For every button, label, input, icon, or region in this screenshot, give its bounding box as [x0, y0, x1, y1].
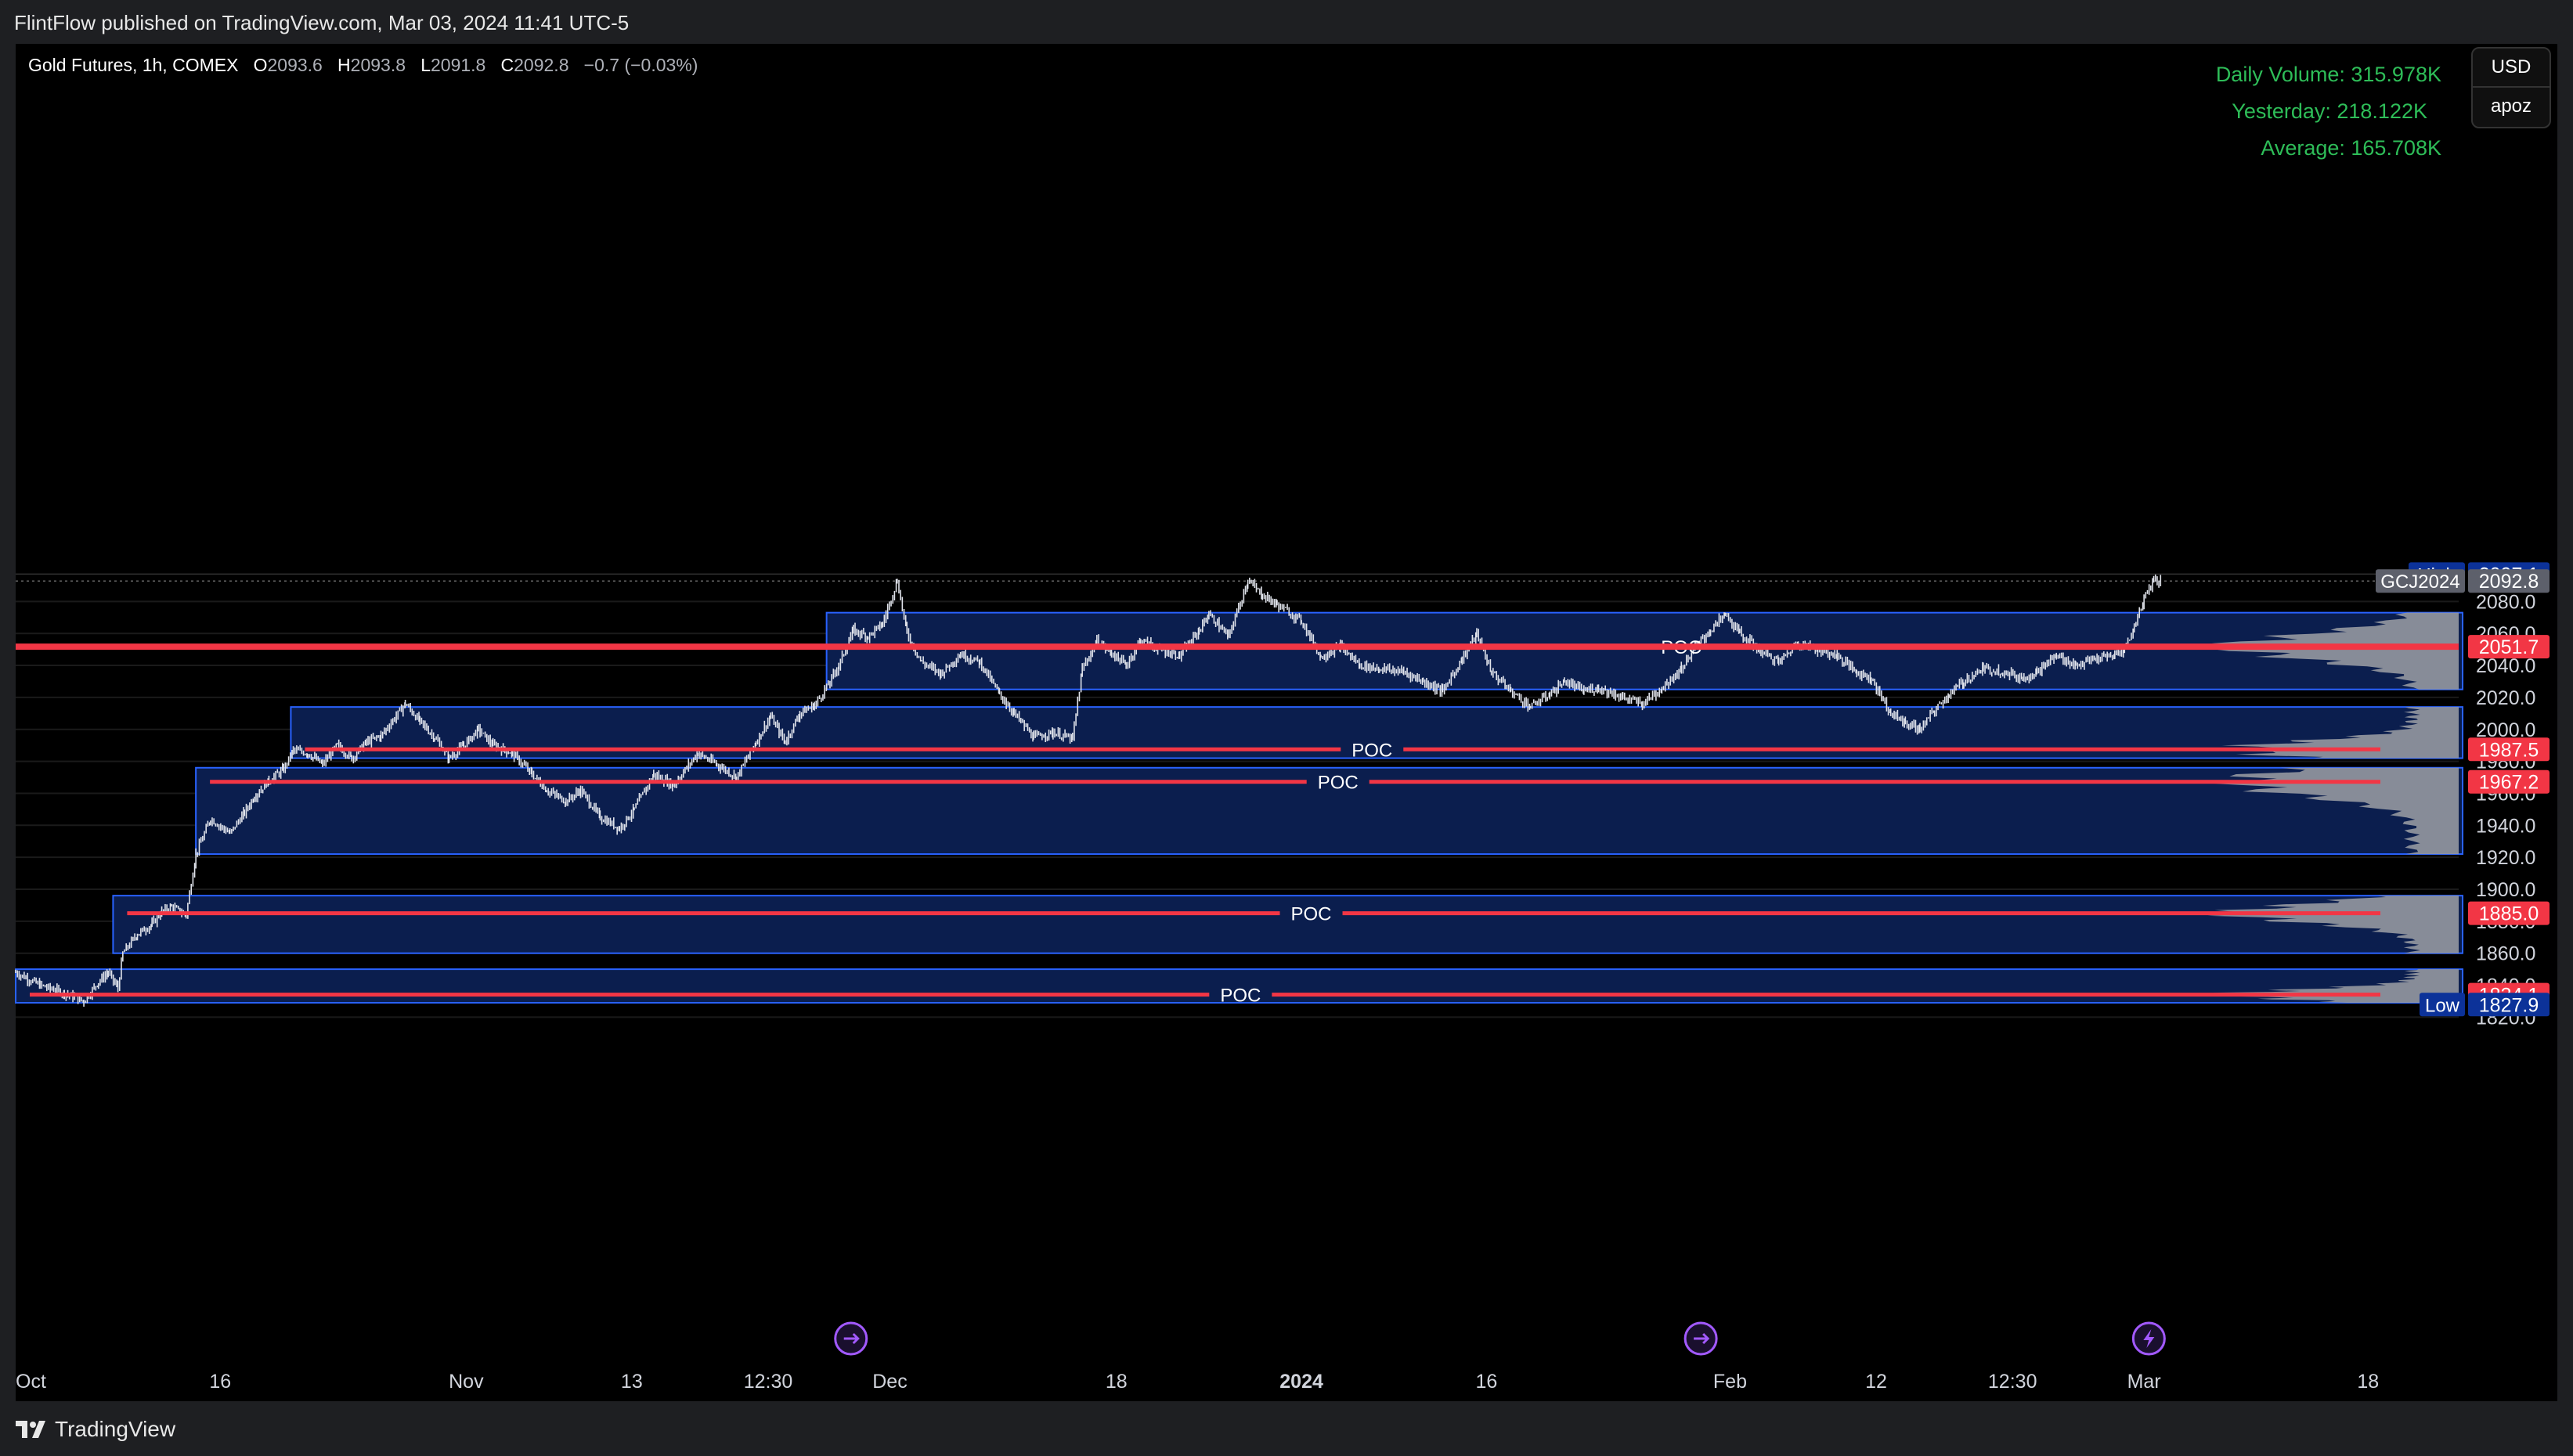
price-tag-value: 1967.2	[2479, 772, 2539, 794]
price-tag-value: 1987.5	[2479, 739, 2539, 761]
value-area-boxes	[16, 613, 2463, 1003]
price-chart[interactable]: POCPOCPOCPOCPOC 1820.01840.01860.01880.0…	[0, 0, 2573, 1401]
y-tick-label: 1860.0	[2476, 943, 2535, 965]
tradingview-logo-icon	[16, 1421, 45, 1438]
symbol-legend: Gold Futures, 1h, COMEX O2093.6 H2093.8 …	[28, 55, 698, 76]
price-tag-value: 2092.8	[2479, 571, 2539, 593]
x-tick-label: 16	[1476, 1371, 1498, 1393]
price-tag-label: Low	[2425, 995, 2460, 1016]
x-tick-label: 2024	[1279, 1371, 1323, 1393]
close-label: C	[501, 55, 514, 75]
low-label: L	[420, 55, 431, 75]
price-tag-value: 1827.9	[2479, 994, 2539, 1016]
high-label: H	[337, 55, 351, 75]
tradingview-logo[interactable]: TradingView	[16, 1414, 175, 1445]
time-axis[interactable]: Oct 16 Nov 13 12:30 Dec 18 2024 16 Feb 12 12:30 Mar 1…	[16, 1371, 2379, 1393]
poc-label: POC	[1318, 773, 1359, 794]
open-value: 2093.6	[268, 55, 323, 75]
average-volume: Average: 165.708K	[2261, 136, 2441, 160]
event-markers[interactable]	[835, 1323, 2165, 1354]
value-area-box	[827, 613, 2463, 690]
y-tick-label: 2080.0	[2476, 591, 2535, 613]
close-value: 2092.8	[514, 55, 568, 75]
price-tag-label: GCJ2024	[2380, 571, 2459, 593]
y-tick-label: 2040.0	[2476, 655, 2535, 677]
x-tick-label: 18	[1106, 1371, 1128, 1393]
user-button[interactable]: apoz	[2473, 88, 2550, 125]
x-tick-label: Nov	[449, 1371, 484, 1393]
y-tick-label: 1940.0	[2476, 815, 2535, 837]
value-area-box	[113, 896, 2463, 953]
currency-button[interactable]: USD	[2473, 49, 2550, 86]
x-tick-label: Feb	[1713, 1371, 1747, 1393]
daily-volume: Daily Volume: 315.978K	[2216, 63, 2441, 87]
high-value: 2093.8	[351, 55, 406, 75]
x-tick-label: Mar	[2127, 1371, 2161, 1393]
change-value: −0.7 (−0.03%)	[584, 55, 698, 75]
x-tick-label: 12:30	[1988, 1371, 2037, 1393]
currency-menu[interactable]: USD apoz	[2471, 47, 2551, 128]
x-tick-label: Oct	[16, 1371, 46, 1393]
yesterday-volume: Yesterday: 218.122K	[2232, 99, 2427, 124]
x-tick-label: 18	[2357, 1371, 2379, 1393]
y-tick-label: 2020.0	[2476, 687, 2535, 709]
price-tag-value: 2051.7	[2479, 636, 2539, 658]
x-tick-label: 12	[1865, 1371, 1887, 1393]
brand-name: TradingView	[55, 1417, 175, 1442]
x-tick-label: Dec	[872, 1371, 907, 1393]
symbol-title: Gold Futures, 1h, COMEX	[28, 55, 238, 75]
low-value: 2091.8	[431, 55, 485, 75]
open-label: O	[254, 55, 268, 75]
y-tick-label: 1900.0	[2476, 879, 2535, 901]
footer-bar	[0, 1401, 2573, 1456]
poc-label: POC	[1291, 904, 1332, 925]
poc-label: POC	[1220, 986, 1261, 1007]
x-tick-label: 13	[621, 1371, 643, 1393]
price-tag-value: 1885.0	[2479, 903, 2539, 925]
poc-label: POC	[1351, 740, 1392, 761]
y-tick-label: 1920.0	[2476, 847, 2535, 869]
x-tick-label: 16	[209, 1371, 231, 1393]
x-tick-label: 12:30	[744, 1371, 793, 1393]
